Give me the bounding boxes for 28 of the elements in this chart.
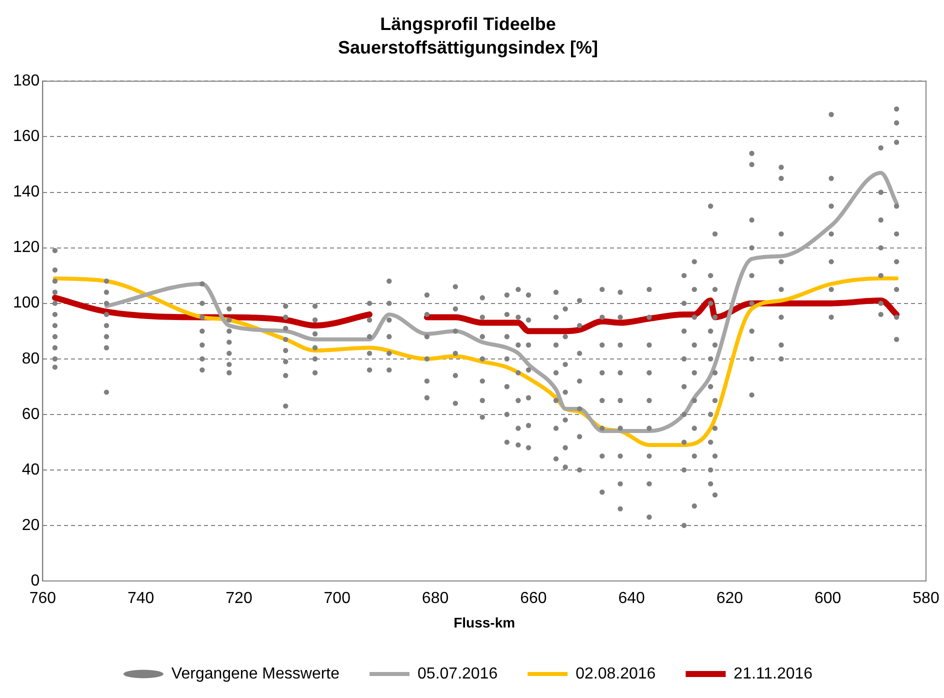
y-tick-label: 180 <box>12 72 40 90</box>
legend-label: 21.11.2016 <box>734 665 813 682</box>
y-tick-label: 100 <box>12 294 40 312</box>
y-tick-label: 0 <box>30 572 40 590</box>
x-axis-title: Fluss-km <box>454 614 516 630</box>
x-tick-label: 600 <box>814 590 842 608</box>
y-tick-label: 160 <box>12 128 40 146</box>
legend-label: Vergangene Messwerte <box>171 665 340 682</box>
line-series <box>104 170 899 434</box>
y-tick-label: 140 <box>12 184 40 201</box>
x-tick-label: 620 <box>716 590 744 608</box>
x-tick-label: 680 <box>422 590 449 608</box>
y-tick-label: 120 <box>12 239 40 256</box>
legend-label: 02.08.2016 <box>576 665 656 682</box>
y-tick-label: 20 <box>22 516 40 534</box>
x-tick-label: 580 <box>912 590 940 608</box>
chart-subtitle: Sauerstoffsättigungsindex [%] <box>338 37 598 58</box>
x-tick-label: 640 <box>618 590 646 608</box>
x-tick-label: 700 <box>324 590 351 608</box>
chart-title: Längsprofil Tideelbe <box>380 14 556 34</box>
x-tick-label: 740 <box>127 590 154 608</box>
y-tick-label: 60 <box>22 406 40 423</box>
x-tick-label: 760 <box>29 590 56 608</box>
y-tick-label: 40 <box>22 461 40 478</box>
legend-label: 05.07.2016 <box>418 665 498 682</box>
x-tick-label: 720 <box>226 590 252 608</box>
x-tick-label: 660 <box>520 590 547 608</box>
y-tick-label: 80 <box>22 350 40 368</box>
